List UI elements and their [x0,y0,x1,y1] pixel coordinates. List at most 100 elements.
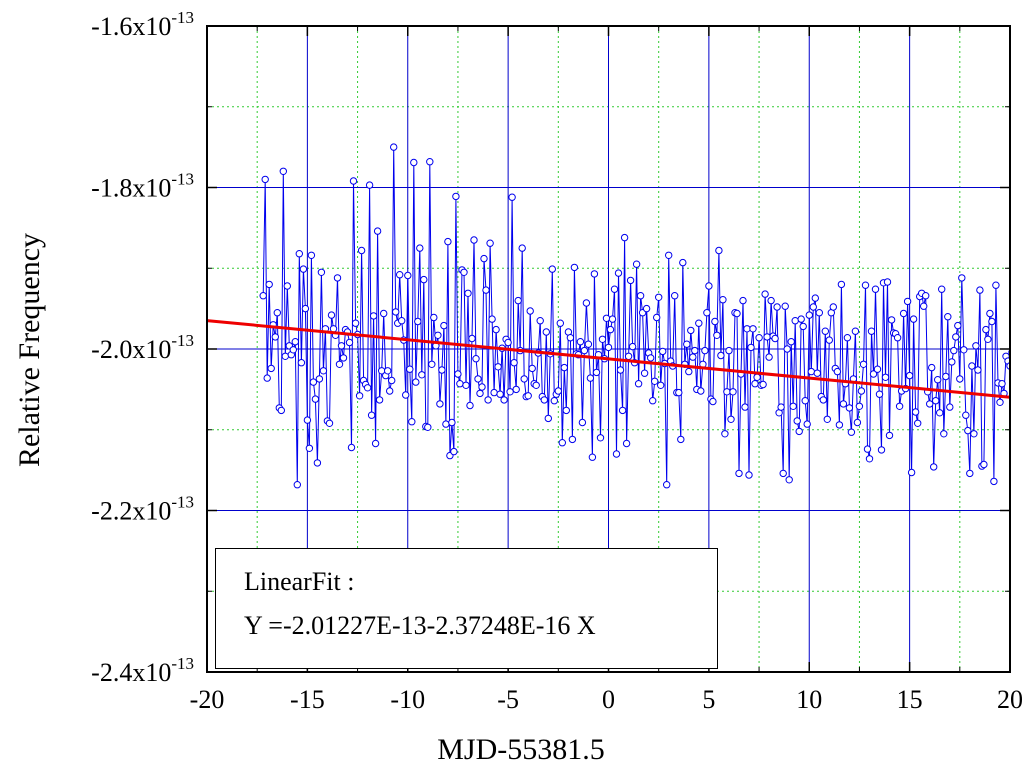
data-point [885,431,894,440]
data-point [628,342,637,351]
data-point [480,254,488,263]
data-point [942,372,950,381]
data-point [506,388,514,396]
data-point [598,335,607,343]
y-tick-labels: -2.4x10-13 -2.2x10-13 -2.0x10-13 -1.8x10-13… [91,8,194,687]
data-point [861,281,870,289]
data-point [721,430,729,438]
data-point [877,446,886,454]
data-point [295,250,303,258]
data-point [843,334,852,342]
data-point [307,251,316,260]
data-point [691,346,699,355]
data-point [663,481,671,489]
data-point [787,338,795,346]
data-point [922,292,930,300]
data-point [845,404,854,412]
data-point [271,333,279,341]
data-point [853,418,862,427]
data-point [1025,390,1031,396]
x-tick-label: -20 [190,685,225,714]
data-point [655,293,663,301]
data-point [958,274,966,282]
data-point [932,397,940,405]
data-point [472,355,480,363]
data-point [883,278,892,286]
x-tick-labels: -20 -15 -10 -5 0 5 10 15 20 [190,685,1023,714]
data-point [649,397,657,405]
data-point [966,469,974,478]
data-point [351,319,360,327]
data-point [640,369,649,377]
data-point [835,421,844,429]
data-point [618,406,627,415]
data-point [795,427,803,436]
data-point [709,397,717,406]
data-point [685,367,693,376]
data-point [365,181,374,189]
data-point [988,317,996,326]
data-point [863,445,872,453]
data-point [620,233,629,242]
data-point [679,258,687,267]
data-point [970,430,978,438]
data-point [486,239,494,247]
data-point [887,316,896,324]
data-point [608,315,617,323]
data-point [510,359,518,367]
data-point [508,193,516,201]
data-point [914,419,922,427]
data-point [926,400,934,408]
data-point [962,411,970,419]
data-point [636,292,645,300]
x-tick-label: 10 [796,685,822,714]
data-point [590,270,599,278]
data-point [934,376,942,384]
data-point [1019,463,1025,469]
data-point [297,359,306,367]
data-point [990,477,998,486]
data-point [1015,473,1021,479]
data-point [928,363,936,372]
data-point [733,309,741,318]
data-point [478,383,486,391]
data-point [540,396,548,404]
data-point [265,280,273,289]
data-point [384,367,392,375]
data-point [1013,350,1019,356]
data-point [369,312,378,320]
data-point [1023,334,1029,340]
data-point [701,346,709,355]
data-point [496,390,504,398]
data-point [665,251,673,260]
data-point [484,396,492,404]
data-point [440,321,448,330]
data-point [911,408,920,416]
data-point [536,317,544,325]
data-point [727,415,735,423]
data-point [582,299,591,307]
data-point [514,296,522,305]
data-point [821,327,829,335]
data-point [805,311,813,319]
data-point [711,317,719,326]
data-point [518,244,526,252]
data-point [418,371,426,379]
data-point [562,406,570,415]
data-point [907,468,916,477]
data-point [335,360,344,368]
data-point [317,268,326,276]
data-point [675,388,683,397]
data-point [920,302,928,310]
data-point [683,340,691,348]
data-point [299,265,308,273]
data-point [749,325,757,333]
data-point [367,411,376,419]
y-tick-label: -1.6x10-13 [91,8,194,41]
data-point [406,365,414,373]
data-point [474,375,482,383]
x-tick-label: -15 [290,685,325,714]
data-point [412,378,420,386]
data-point [279,167,287,176]
data-point [899,309,908,318]
